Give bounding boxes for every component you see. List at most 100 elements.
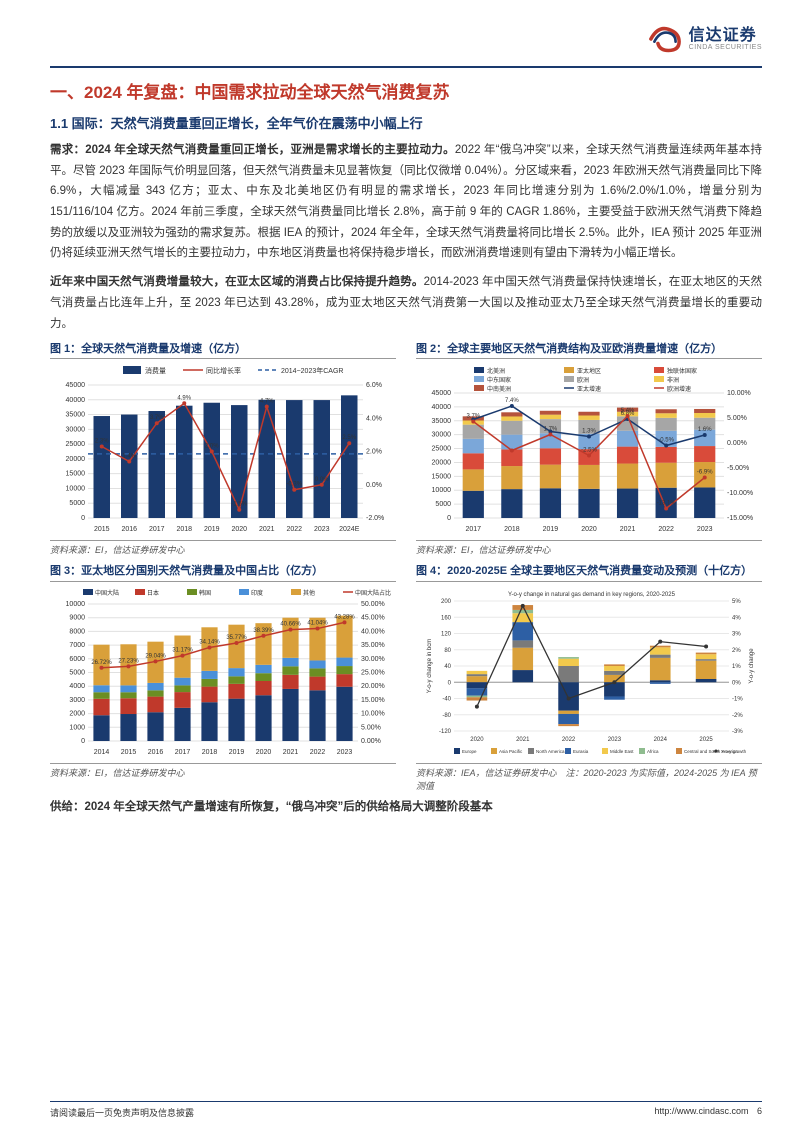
paragraph-demand: 需求：2024 年全球天然气消费量重回正增长，亚洲是需求增长的主要拉动力。202…: [50, 140, 762, 264]
svg-text:2016: 2016: [121, 526, 137, 533]
svg-text:43.28%: 43.28%: [334, 614, 355, 620]
svg-text:2017: 2017: [465, 526, 481, 533]
svg-text:0: 0: [447, 515, 451, 522]
svg-text:27.23%: 27.23%: [118, 658, 139, 664]
svg-text:26.72%: 26.72%: [91, 660, 112, 666]
sub-section-title: 1.1 国际：天然气消费量重回正增长，全年气价在震荡中小幅上行: [50, 113, 762, 132]
svg-text:41.04%: 41.04%: [307, 620, 328, 626]
svg-text:20000: 20000: [66, 456, 86, 463]
svg-text:35000: 35000: [432, 418, 452, 425]
svg-text:7.4%: 7.4%: [505, 398, 519, 404]
svg-text:2021: 2021: [259, 526, 275, 533]
fig3-title: 图 3：亚太地区分国别天然气消费量及中国占比（亿方）: [50, 564, 396, 578]
svg-text:2022: 2022: [310, 749, 326, 756]
svg-text:North America: North America: [536, 749, 565, 754]
fig1-title: 图 1：全球天然气消费量及增速（亿方）: [50, 342, 396, 356]
svg-text:2021: 2021: [283, 749, 299, 756]
svg-text:4.7%: 4.7%: [260, 399, 274, 405]
supply-lead: 供给：2024 年全球天然气产量增速有所恢复，“俄乌冲突”后的供给格局大调整阶段…: [50, 801, 493, 813]
svg-text:5000: 5000: [435, 502, 451, 509]
svg-text:-0.5%: -0.5%: [658, 438, 674, 444]
svg-text:1.7%: 1.7%: [544, 427, 558, 433]
svg-text:200: 200: [441, 599, 452, 605]
fig2-title: 图 2：全球主要地区天然气消费结构及亚欧消费量增速（亿方）: [416, 342, 762, 356]
svg-text:3.7%: 3.7%: [150, 416, 164, 422]
fig3-source: 资料来源：EI，信达证券研发中心: [50, 763, 396, 779]
svg-text:韩国: 韩国: [199, 589, 211, 597]
brand-name-cn: 信达证券: [689, 28, 762, 44]
fig3-chart: 中国大陆日本韩国印度其他中国大陆占比0100020003000400050006…: [50, 586, 396, 761]
svg-text:0%: 0%: [732, 680, 741, 686]
svg-text:2022: 2022: [286, 526, 302, 533]
svg-text:北美洲: 北美洲: [487, 367, 505, 375]
svg-text:2015: 2015: [94, 526, 110, 533]
figure-3: 图 3：亚太地区分国别天然气消费量及中国占比（亿方） 中国大陆日本韩国印度其他中…: [50, 564, 396, 791]
svg-text:-6.9%: -6.9%: [697, 470, 713, 476]
svg-text:2020: 2020: [231, 526, 247, 533]
svg-text:5.00%: 5.00%: [727, 415, 747, 422]
svg-text:欧洲增速: 欧洲增速: [667, 385, 691, 393]
svg-text:2021: 2021: [620, 526, 636, 533]
svg-text:欧洲: 欧洲: [577, 376, 589, 384]
svg-text:-13.1%: -13.1%: [657, 501, 677, 507]
svg-text:2014: 2014: [94, 749, 110, 756]
svg-text:5000: 5000: [69, 669, 85, 676]
svg-text:45.00%: 45.00%: [361, 614, 385, 621]
svg-text:-1%: -1%: [732, 696, 743, 702]
svg-text:非洲: 非洲: [667, 376, 679, 384]
svg-text:31.17%: 31.17%: [172, 647, 193, 653]
page-footer: 请阅读最后一页免责声明及信息披露 http://www.cindasc.com …: [50, 1101, 762, 1119]
svg-text:2000: 2000: [69, 710, 85, 717]
svg-text:1%: 1%: [732, 664, 741, 670]
svg-text:40.00%: 40.00%: [361, 628, 385, 635]
svg-text:3000: 3000: [69, 697, 85, 704]
figure-1: 图 1：全球天然气消费量及增速（亿方） 消费量同比增长率2014~2023年CA…: [50, 342, 396, 556]
svg-text:-3%: -3%: [732, 729, 743, 735]
svg-text:8000: 8000: [69, 628, 85, 635]
svg-text:2025: 2025: [699, 737, 713, 743]
svg-text:中东国家: 中东国家: [487, 376, 511, 384]
svg-text:10000: 10000: [432, 488, 452, 495]
paragraph-china: 近年来中国天然气消费增量较大，在亚太区域的消费占比保持提升趋势。2014-202…: [50, 272, 762, 334]
svg-text:-10.00%: -10.00%: [727, 490, 753, 497]
svg-text:3.7%: 3.7%: [466, 414, 480, 420]
svg-text:25000: 25000: [66, 442, 86, 449]
fig1-divider: [50, 358, 396, 359]
fig4-source: 资料来源：IEA，信达证券研发中心 注：2020-2023 为实际值，2024-…: [416, 763, 762, 792]
svg-text:-5.00%: -5.00%: [727, 465, 749, 472]
svg-text:2021: 2021: [516, 737, 530, 743]
svg-text:Eurasia: Eurasia: [573, 749, 589, 754]
svg-text:10.00%: 10.00%: [361, 710, 385, 717]
svg-text:2.5%: 2.5%: [342, 436, 356, 442]
svg-text:2022: 2022: [658, 526, 674, 533]
figure-4: 图 4：2020-2025E 全球主要地区天然气消费量变动及预测（十亿方） Y-…: [416, 564, 762, 791]
svg-text:1.4%: 1.4%: [122, 454, 136, 460]
fig1-source: 资料来源：EI，信达证券研发中心: [50, 540, 396, 556]
svg-text:2017: 2017: [149, 526, 165, 533]
svg-text:4%: 4%: [732, 615, 741, 621]
svg-text:10.00%: 10.00%: [727, 390, 751, 397]
svg-text:10000: 10000: [66, 486, 86, 493]
page-header: 信达证券 CINDA SECURITIES: [50, 20, 762, 58]
svg-text:5.4%: 5.4%: [621, 408, 635, 414]
svg-text:30.00%: 30.00%: [361, 656, 385, 663]
svg-text:独联体国家: 独联体国家: [667, 367, 697, 375]
svg-text:4.0%: 4.0%: [366, 416, 382, 423]
fig2-source: 资料来源：EI，信达证券研发中心: [416, 540, 762, 556]
figure-2: 图 2：全球主要地区天然气消费结构及亚欧消费量增速（亿方） 北美洲亚太地区独联体…: [416, 342, 762, 556]
footer-url: http://www.cindasc.com: [654, 1106, 748, 1116]
svg-text:1.3%: 1.3%: [582, 429, 596, 435]
brand-logo: 信达证券 CINDA SECURITIES: [647, 24, 762, 54]
svg-text:2023: 2023: [337, 749, 353, 756]
svg-text:0: 0: [81, 515, 85, 522]
para1-lead: 需求：2024 年全球天然气消费量重回正增长，亚洲是需求增长的主要拉动力。: [50, 144, 455, 156]
svg-text:35000: 35000: [66, 412, 86, 419]
fig4-divider: [416, 581, 762, 582]
svg-text:消费量: 消费量: [145, 366, 166, 375]
svg-text:2023: 2023: [314, 526, 330, 533]
fig4-chart: Y-o-y change in natural gas demand in ke…: [416, 586, 762, 761]
svg-text:45000: 45000: [66, 382, 86, 389]
fig2-divider: [416, 358, 762, 359]
svg-text:2017: 2017: [175, 749, 191, 756]
svg-text:4.9%: 4.9%: [177, 396, 191, 402]
